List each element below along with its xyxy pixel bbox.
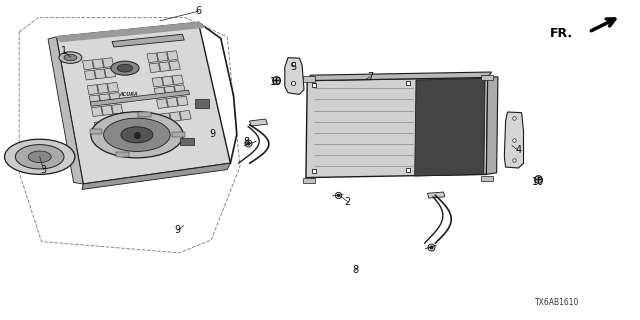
Polygon shape: [109, 92, 120, 102]
Polygon shape: [169, 61, 180, 70]
Text: 5: 5: [290, 62, 296, 72]
Circle shape: [117, 64, 132, 72]
Text: 8: 8: [243, 137, 250, 148]
Polygon shape: [94, 121, 106, 131]
Polygon shape: [157, 99, 168, 108]
Polygon shape: [97, 84, 108, 93]
Polygon shape: [147, 53, 158, 63]
Text: 7: 7: [367, 72, 373, 82]
Circle shape: [104, 118, 170, 151]
Circle shape: [28, 151, 51, 163]
Polygon shape: [149, 63, 160, 73]
Text: 6: 6: [195, 6, 202, 16]
Text: 1: 1: [61, 46, 67, 56]
Bar: [481, 176, 493, 181]
Polygon shape: [307, 72, 492, 81]
Text: 2: 2: [344, 196, 351, 207]
Circle shape: [59, 52, 82, 63]
Polygon shape: [172, 75, 184, 84]
Polygon shape: [170, 112, 181, 122]
Polygon shape: [82, 163, 230, 189]
Polygon shape: [177, 96, 188, 106]
Bar: [138, 112, 150, 117]
Polygon shape: [93, 59, 104, 68]
Polygon shape: [89, 95, 100, 105]
Polygon shape: [159, 62, 170, 71]
Circle shape: [15, 145, 64, 169]
Polygon shape: [115, 119, 125, 129]
Circle shape: [111, 61, 139, 75]
Polygon shape: [99, 94, 111, 104]
Polygon shape: [504, 112, 524, 168]
Polygon shape: [164, 86, 175, 96]
Polygon shape: [95, 69, 106, 79]
Polygon shape: [56, 22, 230, 184]
Polygon shape: [428, 192, 445, 198]
Polygon shape: [285, 58, 304, 94]
Polygon shape: [56, 22, 205, 42]
Circle shape: [91, 112, 183, 158]
Text: 8: 8: [352, 265, 358, 276]
Text: 10: 10: [531, 177, 544, 188]
Polygon shape: [83, 60, 93, 70]
Bar: [303, 76, 315, 82]
Circle shape: [121, 127, 153, 143]
Polygon shape: [167, 51, 178, 60]
Bar: [195, 99, 209, 108]
Bar: [481, 75, 493, 80]
Polygon shape: [92, 107, 102, 116]
Polygon shape: [84, 70, 95, 80]
Polygon shape: [87, 85, 99, 95]
Circle shape: [4, 139, 75, 174]
Circle shape: [64, 54, 77, 61]
Bar: [303, 178, 315, 183]
Polygon shape: [415, 78, 485, 176]
Polygon shape: [486, 77, 498, 174]
Text: TX6AB1610: TX6AB1610: [534, 298, 579, 307]
Bar: [172, 132, 185, 137]
Polygon shape: [104, 68, 116, 78]
Polygon shape: [102, 58, 114, 68]
Polygon shape: [174, 85, 186, 94]
Polygon shape: [159, 113, 171, 123]
Bar: [116, 152, 129, 157]
Text: FR.: FR.: [550, 27, 573, 40]
Text: ACURA: ACURA: [120, 92, 138, 97]
Text: 10: 10: [270, 76, 283, 87]
Polygon shape: [157, 52, 168, 61]
Polygon shape: [112, 34, 184, 47]
Text: 9: 9: [175, 225, 181, 236]
Bar: [90, 129, 102, 134]
Polygon shape: [154, 87, 165, 97]
Polygon shape: [162, 76, 173, 86]
Polygon shape: [108, 83, 118, 92]
Polygon shape: [166, 98, 178, 107]
Text: 3: 3: [40, 164, 47, 175]
Polygon shape: [152, 77, 163, 87]
Bar: [180, 138, 194, 145]
Text: 9: 9: [209, 129, 216, 140]
Polygon shape: [180, 110, 191, 120]
Polygon shape: [48, 37, 83, 184]
Polygon shape: [112, 104, 123, 114]
Polygon shape: [102, 105, 113, 115]
Polygon shape: [104, 120, 115, 130]
Polygon shape: [306, 77, 488, 178]
Text: 4: 4: [515, 145, 522, 156]
Polygon shape: [250, 119, 268, 126]
Polygon shape: [90, 90, 189, 106]
